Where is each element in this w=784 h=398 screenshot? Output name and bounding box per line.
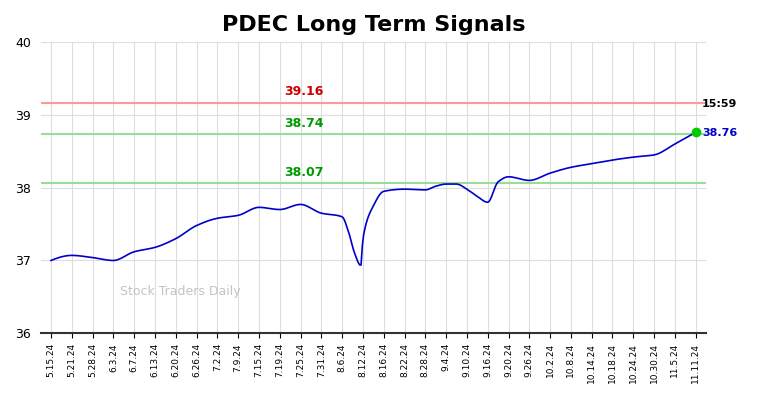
Text: 38.74: 38.74 [284,117,324,130]
Text: 15:59: 15:59 [702,99,737,109]
Text: 39.16: 39.16 [284,85,324,98]
Text: 38.07: 38.07 [284,166,324,179]
Text: Stock Traders Daily: Stock Traders Daily [121,285,241,298]
Title: PDEC Long Term Signals: PDEC Long Term Signals [222,15,525,35]
Text: 38.76: 38.76 [702,128,737,138]
